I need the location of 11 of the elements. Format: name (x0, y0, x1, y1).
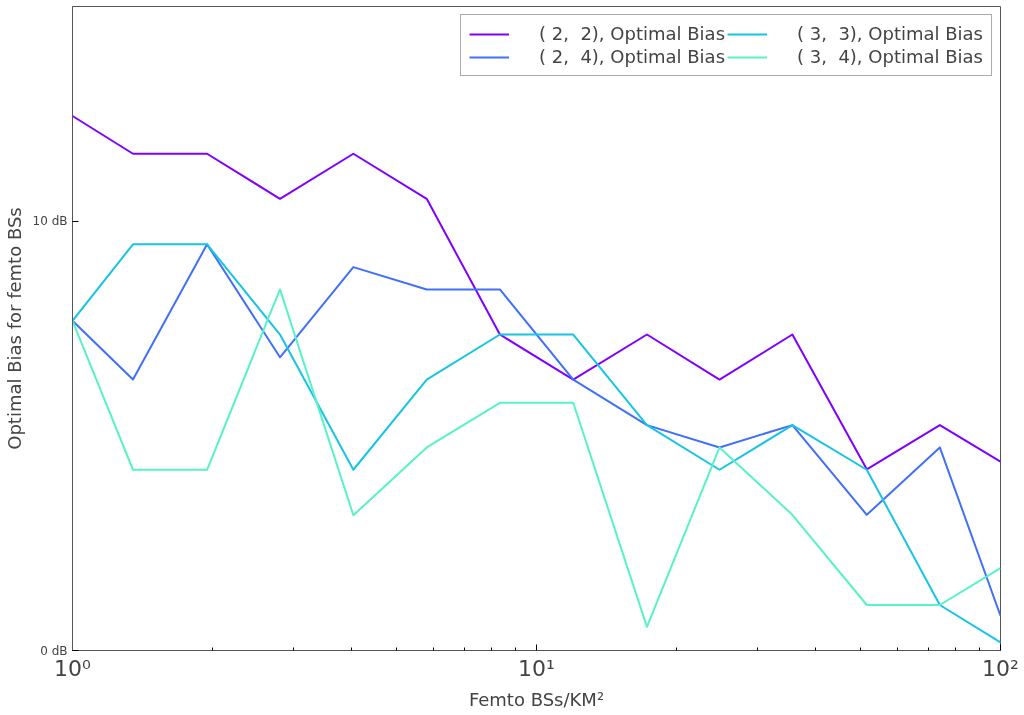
y-tick-label: 10 dB (32, 214, 68, 229)
legend-label: ( 3, 4), Optimal Bias (797, 46, 983, 67)
legend-label: ( 2, 4), Optimal Bias (539, 46, 726, 67)
legend-label: ( 2, 2), Optimal Bias (539, 23, 726, 44)
y-tick-label: 0 dB (40, 643, 68, 658)
x-tick-label: 10² (982, 655, 1019, 681)
legend-label: ( 3, 3), Optimal Bias (797, 23, 983, 44)
y-axis-title: Optimal Bias for femto BSs (3, 207, 25, 450)
x-axis-title: Femto BSs/KM² (468, 688, 605, 710)
x-tick-label: 10¹ (518, 655, 555, 681)
x-tick-label: 10⁰ (54, 655, 92, 681)
